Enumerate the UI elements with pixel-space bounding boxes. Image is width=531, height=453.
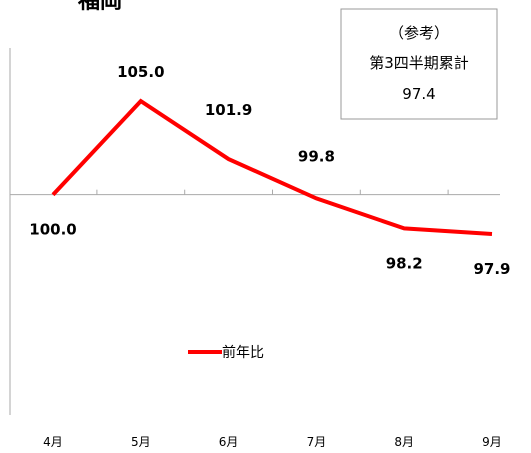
x-tick-label: 5月 (131, 435, 151, 449)
data-labels: 100.0 105.0 101.9 99.8 98.2 97.9 (29, 63, 510, 278)
reference-box: （参考） 第3四半期累計 97.4 (340, 8, 498, 120)
x-tick-labels: 4月 5月 6月 7月 8月 9月 (43, 435, 502, 449)
x-tick-label: 9月 (482, 435, 502, 449)
data-label: 98.2 (386, 254, 423, 272)
x-tick-label: 8月 (394, 435, 414, 449)
x-axis-ticks (96, 189, 449, 195)
x-tick-label: 7月 (307, 435, 327, 449)
x-tick-label: 4月 (43, 435, 63, 449)
reference-box-heading: （参考） (389, 24, 449, 42)
x-tick-label: 6月 (219, 435, 239, 449)
data-label: 100.0 (29, 221, 76, 239)
data-label: 97.9 (473, 260, 510, 278)
reference-box-border (340, 8, 498, 120)
reference-box-value: 97.4 (402, 85, 435, 103)
legend: 前年比 (188, 344, 264, 361)
series-line-yoy (51, 98, 493, 236)
data-label: 99.8 (298, 147, 335, 165)
reference-box-period: 第3四半期累計 (369, 54, 469, 72)
data-label: 105.0 (117, 63, 164, 81)
chart-title: 福岡 (77, 0, 122, 14)
legend-label: 前年比 (222, 344, 264, 361)
data-label: 101.9 (205, 101, 252, 119)
